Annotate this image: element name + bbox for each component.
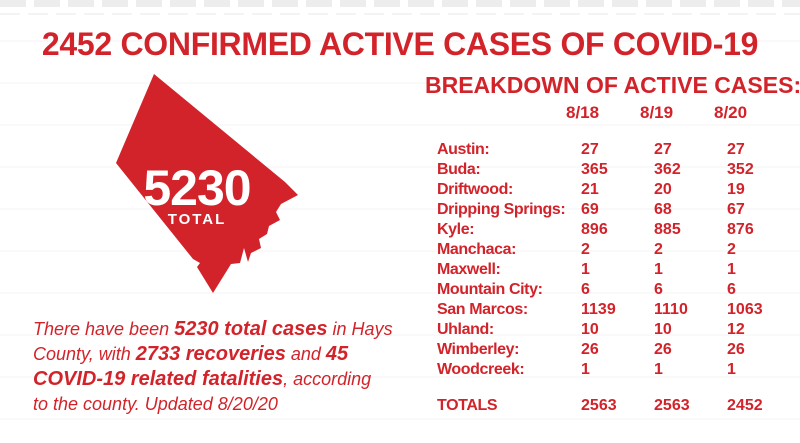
summary-paragraph: There have been 5230 total cases in Hays…	[33, 317, 453, 417]
breakdown-heading: BREAKDOWN OF ACTIVE CASES:	[425, 72, 800, 98]
table-row: Manchaca: 2 2 2	[437, 240, 800, 260]
row-label: Austin:	[437, 141, 490, 158]
row-value: 27	[727, 141, 745, 158]
summary-text: to the county. Updated 8/20/20	[33, 394, 278, 414]
watermark-strip-top-2	[0, 13, 800, 15]
summary-bold-text: 5230 total cases	[174, 318, 328, 340]
row-label: Manchaca:	[437, 241, 517, 258]
row-value: 68	[654, 201, 672, 218]
row-value: 896	[581, 221, 608, 238]
totals-label: TOTALS	[437, 397, 498, 414]
table-row: Wimberley: 26 26 26	[437, 340, 800, 360]
map-total-value: 5230	[143, 160, 251, 216]
row-value: 10	[654, 321, 672, 338]
row-label: Driftwood:	[437, 181, 513, 198]
row-value: 26	[654, 341, 672, 358]
row-value: 27	[581, 141, 599, 158]
row-value: 10	[581, 321, 599, 338]
row-value: 26	[727, 341, 745, 358]
summary-text: There have been	[33, 319, 175, 339]
row-label: San Marcos:	[437, 301, 528, 318]
row-label: Buda:	[437, 161, 481, 178]
summary-bold-text: 45	[325, 343, 349, 365]
row-value: 1	[654, 261, 663, 278]
totals-value: 2563	[581, 397, 617, 414]
row-value: 1	[727, 261, 736, 278]
row-value: 20	[654, 181, 672, 198]
table-row: Kyle: 896 885 876	[437, 220, 800, 240]
date-column-header: 8/19	[640, 103, 674, 122]
summary-text: in Hays	[327, 319, 393, 339]
row-value: 6	[727, 281, 736, 298]
row-value: 21	[581, 181, 599, 198]
totals-value: 2563	[654, 397, 690, 414]
summary-line: There have been 5230 total cases in Hays	[33, 317, 453, 342]
row-value: 6	[654, 281, 663, 298]
row-label: Dripping Springs:	[437, 201, 566, 218]
table-row: Austin: 27 27 27	[437, 140, 800, 160]
summary-line: County, with 2733 recoveries and 45	[33, 342, 453, 367]
row-value: 1	[581, 261, 590, 278]
summary-text: , according	[283, 369, 372, 389]
row-value: 1110	[654, 301, 688, 318]
row-value: 69	[581, 201, 599, 218]
totals-row: TOTALS 2563 2563 2452	[437, 396, 800, 416]
row-label: Uhland:	[437, 321, 494, 338]
summary-line: COVID-19 related fatalities, according	[33, 367, 453, 392]
summary-text: County, with	[33, 344, 136, 364]
row-value: 1	[727, 361, 736, 378]
table-row: Mountain City: 6 6 6	[437, 280, 800, 300]
table-row: Uhland: 10 10 12	[437, 320, 800, 340]
row-value: 2	[581, 241, 590, 258]
row-value: 1063	[727, 301, 763, 318]
row-value: 1	[581, 361, 590, 378]
summary-text: and	[285, 344, 326, 364]
row-value: 885	[654, 221, 681, 238]
row-value: 6	[581, 281, 590, 298]
watermark-strip-top	[0, 0, 800, 7]
table-row: Maxwell: 1 1 1	[437, 260, 800, 280]
hays-county-map	[116, 74, 298, 293]
table-row: Dripping Springs: 69 68 67	[437, 200, 800, 220]
row-value: 67	[727, 201, 745, 218]
row-value: 1139	[581, 301, 616, 318]
map-total-label: TOTAL	[167, 211, 227, 228]
row-label: Maxwell:	[437, 261, 501, 278]
row-value: 2	[727, 241, 736, 258]
table-row: Driftwood: 21 20 19	[437, 180, 800, 200]
row-value: 362	[654, 161, 681, 178]
row-value: 365	[581, 161, 608, 178]
row-label: Woodcreek:	[437, 361, 525, 378]
row-value: 27	[654, 141, 672, 158]
breakdown-table: Austin: 27 27 27 Buda: 365 362 352 Driftwood: 21 2…	[437, 140, 800, 380]
row-value: 1	[654, 361, 663, 378]
date-column-header: 8/20	[714, 103, 748, 122]
page-title: 2452 CONFIRMED ACTIVE CASES OF COVID-19	[41, 26, 759, 62]
row-label: Kyle:	[437, 221, 475, 238]
summary-bold-text: 2733 recoveries	[135, 343, 286, 365]
row-value: 2	[654, 241, 663, 258]
county-shape	[116, 74, 298, 293]
summary-line: to the county. Updated 8/20/20	[33, 392, 453, 417]
row-label: Wimberley:	[437, 341, 520, 358]
totals-value: 2452	[727, 397, 763, 414]
table-row: Buda: 365 362 352	[437, 160, 800, 180]
row-label: Mountain City:	[437, 281, 543, 298]
row-value: 19	[727, 181, 745, 198]
table-row: San Marcos: 1139 1110 1063	[437, 300, 800, 320]
row-value: 26	[581, 341, 599, 358]
date-column-header: 8/18	[566, 103, 600, 122]
table-row: Woodcreek: 1 1 1	[437, 360, 800, 380]
summary-bold-text: COVID-19 related fatalities	[33, 368, 284, 390]
row-value: 352	[727, 161, 754, 178]
row-value: 876	[727, 221, 754, 238]
row-value: 12	[727, 321, 745, 338]
